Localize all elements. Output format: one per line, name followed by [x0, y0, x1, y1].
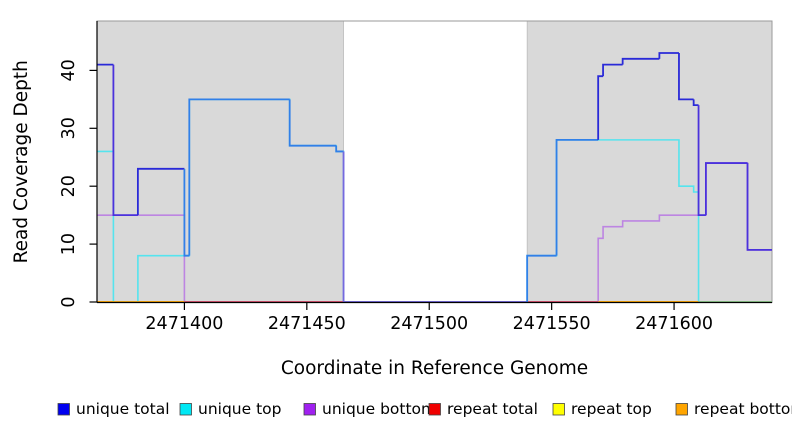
x-tick-label: 2471400 [145, 314, 223, 334]
legend-label-repeat-bottom: repeat bottom [694, 400, 792, 418]
y-tick-label: 0 [59, 296, 79, 307]
legend-item-repeat-bottom: repeat bottom [675, 400, 792, 418]
series-line-unique-total [697, 105, 706, 217]
legend-label-unique-total: unique total [76, 400, 170, 418]
x-tick-label: 2471550 [513, 314, 591, 334]
legend-swatch-unique-total [57, 403, 70, 416]
series-line-unique-total [136, 167, 185, 216]
legend-item-unique-total: unique total [57, 400, 170, 418]
series-line-unique-total [602, 63, 623, 77]
y-tick-label: 30 [59, 117, 79, 139]
y-axis-title: Read Coverage Depth [11, 60, 32, 263]
series-line-unique-total [658, 52, 679, 59]
series-line-unique-total [704, 162, 748, 216]
legend-swatch-repeat-bottom [675, 403, 688, 416]
y-tick-label: 20 [59, 175, 79, 197]
series-line-unique-total [526, 254, 557, 302]
series-line-unique-total [183, 168, 190, 257]
legend-item-unique-bottom: unique bottom [303, 400, 436, 418]
y-tick-label: 10 [59, 233, 79, 255]
legend-item-repeat-top: repeat top [552, 400, 652, 418]
x-tick-label: 2471500 [390, 314, 468, 334]
series-line-unique-total [692, 99, 699, 107]
series-line-unique-total [112, 64, 138, 217]
series-line-unique-total [555, 138, 599, 256]
x-tick-label: 2471450 [268, 314, 346, 334]
legend-item-unique-top: unique top [179, 400, 281, 418]
shaded-region-covered-right [526, 20, 773, 303]
legend-item-repeat-total: repeat total [428, 400, 538, 418]
x-axis-title: Coordinate in Reference Genome [281, 358, 588, 379]
legend-label-unique-top: unique top [198, 400, 281, 418]
series-line-unique-total [342, 151, 528, 303]
series-line-unique-total [621, 57, 660, 65]
x-tick-label: 2471600 [635, 314, 713, 334]
series-line-unique-total [597, 75, 604, 140]
legend-swatch-repeat-total [428, 403, 441, 416]
series-line-unique-total [188, 98, 290, 256]
shaded-region-covered-left [96, 20, 344, 303]
legend-swatch-unique-top [179, 403, 192, 416]
legend-label-repeat-top: repeat top [571, 400, 652, 418]
y-tick-label: 40 [59, 59, 79, 81]
series-line-unique-total [678, 53, 694, 101]
legend-label-unique-bottom: unique bottom [322, 400, 436, 418]
series-line-unique-total [335, 145, 344, 153]
legend-swatch-repeat-top [552, 403, 565, 416]
series-line-unique-total [288, 99, 337, 147]
legend-swatch-unique-bottom [303, 403, 316, 416]
series-line-unique-total [746, 163, 772, 251]
legend-label-repeat-total: repeat total [447, 400, 538, 418]
